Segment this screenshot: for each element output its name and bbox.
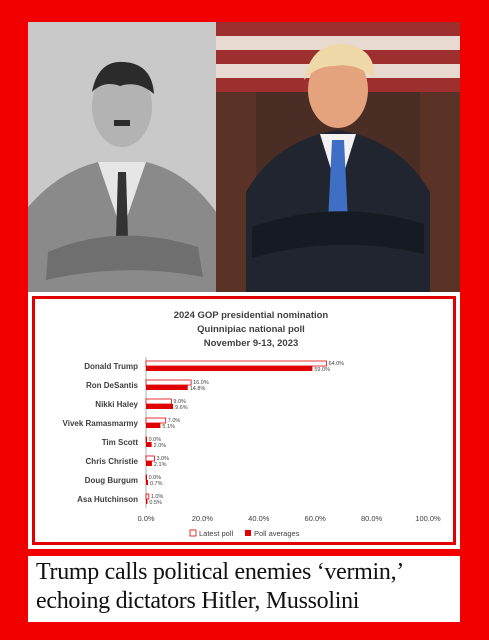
chart-title: 2024 GOP presidential nomination: [174, 310, 329, 321]
bar-latest-poll: [145, 417, 167, 424]
data-label-latest-poll: 16.0%: [193, 380, 209, 386]
chart-date: November 9-13, 2023: [204, 338, 299, 349]
chart-subtitle: Quinnipiac national poll: [197, 324, 305, 335]
photo-hitler-drawing: [28, 22, 216, 292]
chart-border: [32, 296, 456, 545]
category-label: Tim Scott: [102, 438, 139, 447]
headline-line-2: echoing dictators Hitler, Mussolini: [36, 588, 360, 614]
bar-latest-poll: [145, 379, 192, 386]
bar-latest-poll: [145, 474, 148, 481]
data-label-latest-poll: 0.0%: [149, 475, 162, 481]
category-label: Doug Burgum: [85, 476, 138, 485]
photo-trump: [216, 22, 460, 292]
bar-poll-averages: [146, 366, 313, 371]
headline-line-1: Trump calls political enemies ‘vermin,’: [36, 559, 404, 585]
x-tick-label: 20.0%: [192, 514, 214, 523]
x-tick-label: 40.0%: [248, 514, 270, 523]
bar-poll-averages: [146, 404, 174, 409]
x-tick-label: 0.0%: [137, 514, 154, 523]
legend-label-poll-averages: Poll averages: [254, 529, 300, 538]
data-label-poll-averages: 2.1%: [154, 462, 167, 468]
data-label-poll-averages: 59.0%: [314, 367, 330, 373]
data-label-poll-averages: 14.8%: [190, 386, 206, 392]
category-label: Donald Trump: [84, 362, 138, 371]
category-label: Asa Hutchinson: [77, 495, 138, 504]
bar-poll-averages: [146, 499, 148, 504]
bar-poll-averages: [146, 385, 188, 390]
plot-area: Donald Trump 64.0%59.0%Ron DeSantis 16.0%1…: [63, 357, 441, 523]
data-label-poll-averages: 5.1%: [162, 424, 175, 430]
x-tick-label: 60.0%: [305, 514, 327, 523]
chart-legend: Latest poll Poll averages: [189, 529, 300, 538]
data-label-latest-poll: 9.0%: [173, 399, 186, 405]
bar-latest-poll: [145, 436, 148, 443]
category-label: Chris Christie: [86, 457, 139, 466]
x-tick-label: 80.0%: [361, 514, 383, 523]
photo-trump-drawing: [216, 22, 460, 292]
data-label-poll-averages: 9.6%: [175, 405, 188, 411]
category-label: Vivek Ramasmarmy: [63, 419, 139, 428]
data-label-latest-poll: 0.0%: [149, 437, 162, 443]
bar-poll-averages: [146, 442, 152, 447]
data-label-poll-averages: 0.5%: [149, 500, 162, 506]
bar-latest-poll: [145, 455, 155, 462]
data-label-latest-poll: 7.0%: [168, 418, 181, 424]
category-label: Nikki Haley: [95, 400, 138, 409]
bar-poll-averages: [146, 423, 161, 428]
data-label-latest-poll: 1.0%: [151, 494, 164, 500]
legend-swatch-poll-averages: [245, 530, 251, 536]
x-tick-label: 100.0%: [415, 514, 441, 523]
bar-poll-averages: [146, 461, 152, 466]
legend-swatch-latest-poll: [189, 529, 197, 537]
legend-label-latest-poll: Latest poll: [199, 529, 234, 538]
data-label-poll-averages: 0.7%: [150, 481, 163, 487]
data-label-latest-poll: 64.0%: [328, 361, 344, 367]
bar-latest-poll: [145, 493, 150, 500]
headline-box: Trump calls political enemies ‘vermin,’ …: [28, 556, 460, 622]
bar-latest-poll: [145, 398, 172, 405]
data-label-latest-poll: 3.0%: [156, 456, 169, 462]
photo-hitler: [28, 22, 216, 292]
bar-chart: 2024 GOP presidential nomination Quinnip…: [63, 310, 442, 538]
bar-latest-poll: [145, 360, 327, 367]
category-label: Ron DeSantis: [86, 381, 139, 390]
chart-panel: 2024 GOP presidential nomination Quinnip…: [28, 292, 460, 549]
data-label-poll-averages: 2.0%: [154, 443, 167, 449]
bar-poll-averages: [146, 480, 148, 485]
